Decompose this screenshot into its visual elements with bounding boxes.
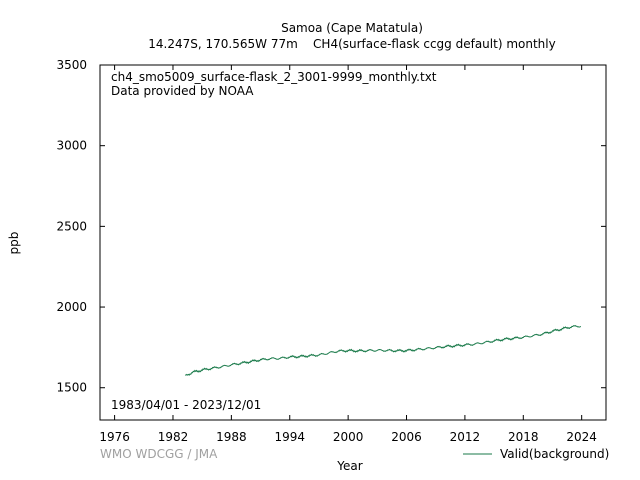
plot-frame [99, 64, 607, 421]
legend: Valid(background) [463, 447, 609, 461]
x-axis: 1976 1982 1988 1994 2000 2006 2012 2018 2024 [99, 65, 597, 444]
x-tick-label: 2018 [508, 430, 539, 444]
y-axis: 1500 2000 2500 3000 3500 [56, 58, 606, 395]
y-tick-label: 3000 [56, 139, 87, 153]
chart-title: Samoa (Cape Matatula) [281, 21, 423, 35]
y-tick-label: 2000 [56, 300, 87, 314]
legend-label: Valid(background) [500, 447, 609, 461]
filename-annotation: ch4_smo5009_surface-flask_2_3001-9999_mo… [111, 70, 437, 84]
date-range-annotation: 1983/04/01 - 2023/12/01 [111, 398, 261, 412]
x-tick-label: 1988 [216, 430, 247, 444]
y-tick-label: 2500 [56, 219, 87, 233]
x-tick-label: 2000 [333, 430, 364, 444]
x-tick-label: 2006 [391, 430, 422, 444]
x-axis-label: Year [336, 459, 362, 473]
credit-text: WMO WDCGG / JMA [100, 447, 218, 461]
x-tick-label: 2012 [450, 430, 481, 444]
chart-subtitle: 14.247S, 170.565W 77m CH4(surface-flask … [148, 37, 555, 51]
y-tick-label: 3500 [56, 58, 87, 72]
x-tick-label: 1982 [158, 430, 189, 444]
y-tick-label: 1500 [56, 381, 87, 395]
x-tick-label: 2024 [566, 430, 597, 444]
provider-annotation: Data provided by NOAA [111, 84, 254, 98]
x-tick-label: 1976 [99, 430, 130, 444]
y-axis-label: ppb [7, 232, 21, 255]
series-line-valid-background [184, 325, 582, 376]
x-tick-label: 1994 [274, 430, 305, 444]
